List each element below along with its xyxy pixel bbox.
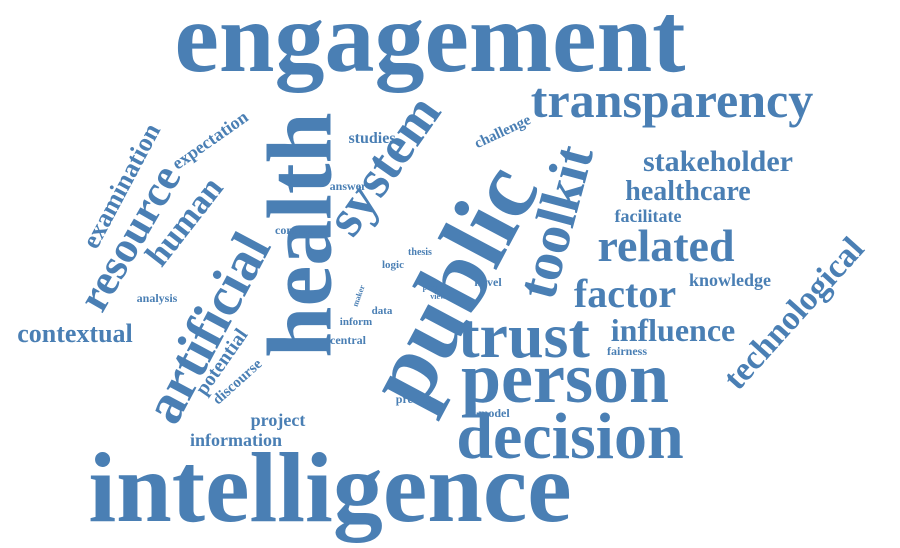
- word-central: central: [330, 333, 366, 347]
- word-contextual: contextual: [17, 319, 133, 348]
- word-part: part: [422, 283, 438, 292]
- word-engagement: engagement: [174, 0, 686, 93]
- word-decision: decision: [456, 400, 684, 473]
- word-fairness: fairness: [607, 344, 647, 358]
- word-facilitate: facilitate: [614, 206, 682, 226]
- word-analysis: analysis: [136, 291, 178, 305]
- word-influence: influence: [610, 312, 736, 348]
- word-technological: technological: [716, 230, 872, 397]
- word-inform: inform: [339, 315, 373, 328]
- word-stakeholder: stakeholder: [643, 145, 793, 178]
- word-studies: studies: [348, 130, 396, 147]
- word-novel: novel: [474, 275, 502, 289]
- word-related: related: [597, 220, 735, 271]
- word-data: data: [371, 304, 393, 317]
- word-challenge: challenge: [472, 111, 534, 152]
- word-predict: predict: [395, 392, 433, 406]
- word-project: project: [250, 410, 306, 430]
- word-model: model: [478, 406, 510, 420]
- word-transparency: transparency: [530, 72, 814, 128]
- word-information: information: [190, 430, 282, 450]
- word-content: content: [275, 223, 313, 237]
- word-logic: logic: [382, 258, 404, 271]
- word-maker: maker: [350, 283, 367, 308]
- word-thesis: thesis: [408, 247, 432, 258]
- word-view: view: [430, 292, 446, 301]
- word-answer: answer: [329, 179, 367, 193]
- word-expectation: expectation: [168, 106, 252, 174]
- word-trust: trust: [458, 300, 590, 371]
- word-factor: factor: [573, 271, 677, 316]
- word-knowledge: knowledge: [688, 270, 771, 290]
- word-person: person: [460, 338, 670, 418]
- word-healthcare: healthcare: [625, 176, 751, 207]
- word-intelligence: intelligence: [88, 432, 572, 543]
